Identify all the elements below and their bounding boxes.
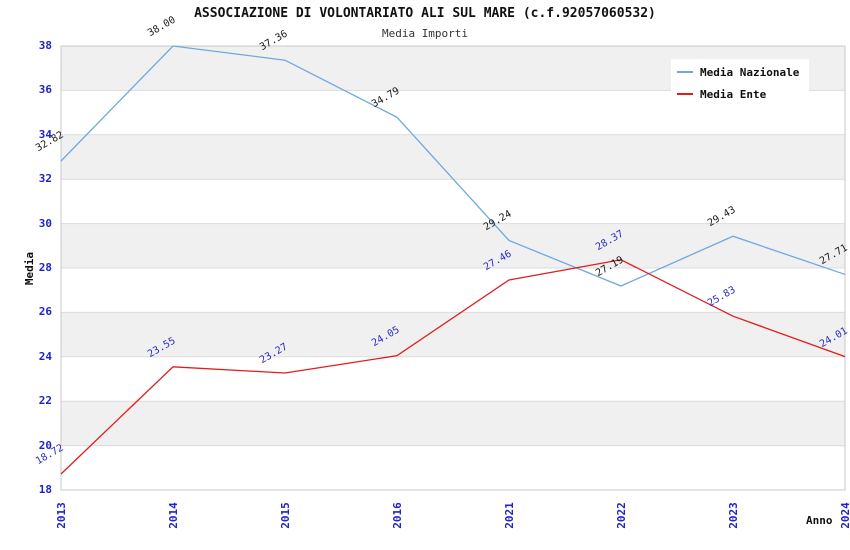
x-tick-2022: 2022	[614, 501, 628, 529]
x-tick-2016: 2016	[390, 501, 404, 529]
band	[61, 134, 845, 180]
y-tick-18: 18	[38, 483, 52, 496]
legend: Media Nazionale Media Ente	[671, 59, 809, 107]
chart-title: ASSOCIAZIONE DI VOLONTARIATO ALI SUL MAR…	[194, 6, 656, 21]
y-tick-38: 38	[38, 39, 52, 52]
chart-subtitle: Media Importi	[381, 27, 469, 40]
x-tick-2021: 2021	[502, 501, 516, 529]
y-tick-20: 20	[38, 438, 52, 452]
legend-item-media-ente: Media Ente	[671, 86, 809, 102]
band	[61, 445, 845, 490]
y-tick-36: 36	[38, 83, 52, 97]
y-tick-28: 28	[38, 261, 52, 274]
x-tick-2013: 2013	[54, 501, 68, 529]
band	[61, 268, 845, 313]
series-line-media-nazionale	[60, 45, 846, 287]
media-ente-line-swatch	[677, 93, 693, 95]
band	[61, 312, 845, 357]
band	[61, 179, 845, 224]
x-tick-2014: 2014	[166, 501, 180, 529]
band	[61, 401, 845, 446]
y-tick-24: 24	[38, 349, 52, 363]
legend-label: Media Nazionale	[700, 65, 800, 79]
y-axis-title: Media	[23, 251, 37, 285]
legend-item-media-nazionale: Media Nazionale	[671, 64, 809, 80]
y-tick-22: 22	[38, 394, 52, 408]
x-axis-title: Anno	[806, 514, 833, 527]
legend-label: Media Ente	[700, 87, 767, 101]
band	[61, 223, 845, 268]
y-tick-32: 32	[38, 172, 52, 186]
media-nazionale-line-swatch	[677, 71, 693, 73]
plot-border	[60, 45, 846, 491]
series-line-media-ente	[60, 259, 846, 475]
band	[61, 356, 845, 402]
y-tick-34: 34	[38, 127, 52, 141]
y-tick-30: 30	[38, 216, 52, 230]
x-tick-2015: 2015	[278, 501, 292, 529]
y-tick-26: 26	[38, 305, 52, 319]
x-tick-2023: 2023	[726, 501, 740, 529]
